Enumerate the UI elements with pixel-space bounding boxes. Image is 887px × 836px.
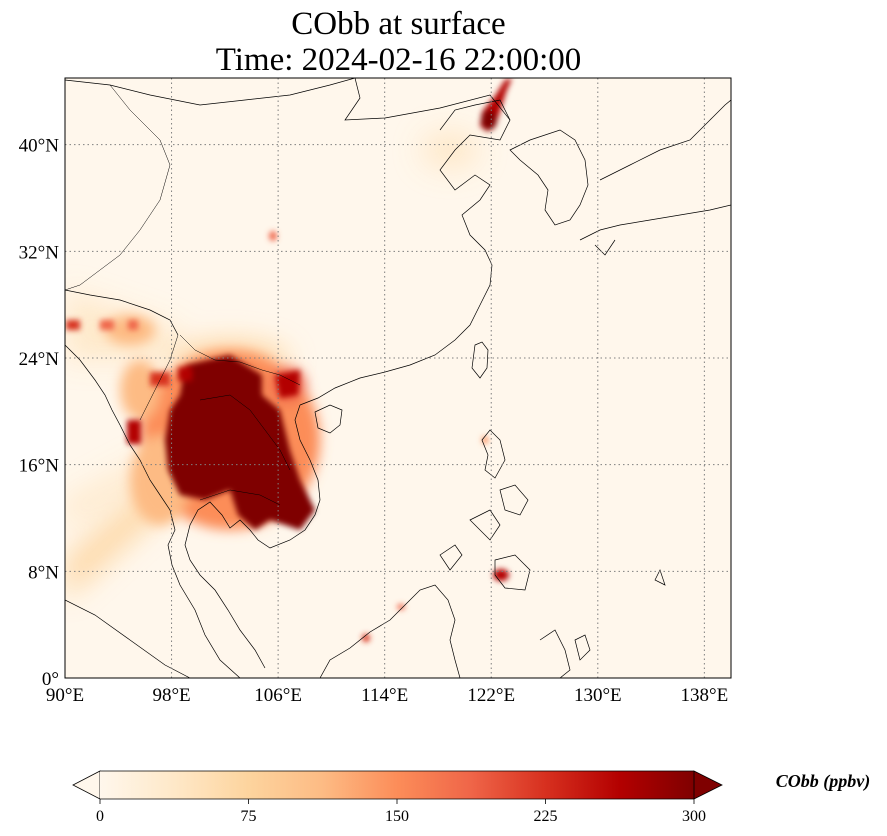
longitude-tick-label: 90°E [46,685,84,706]
longitude-tick-label: 98°E [152,685,190,706]
latitude-tick-label: 16°N [19,456,60,477]
latitude-tick-label: 32°N [19,242,60,263]
colorbar-extend-min [72,770,101,800]
colorbar-tick-label: 150 [385,808,409,825]
colorbar-title: CObb (ppbv) [776,771,870,792]
longitude-tick-labels: 90°E 98°E 106°E 114°E 122°E 130°E 138°E [46,685,728,706]
concentration-field [65,78,512,642]
colorbar-tick-label: 225 [534,808,558,825]
latitude-tick-label: 40°N [19,136,60,157]
colorbar-extend-max [693,770,723,800]
longitude-tick-label: 130°E [574,685,622,706]
latitude-tick-label: 24°N [19,349,60,370]
colorbar-tick-label: 75 [241,808,257,825]
map-title-line-1: CObb at surface [291,6,506,42]
colorbar: 0 75 150 225 300 CObb (ppbv) [72,770,870,825]
colorbar-tick-label: 300 [682,808,706,825]
gridlines [65,78,731,678]
colorbar-ticks: 0 75 150 225 300 [96,799,706,825]
longitude-tick-label: 122°E [467,685,515,706]
latitude-tick-labels: 0° 8°N 16°N 24°N 32°N 40°N [19,136,60,690]
longitude-tick-label: 138°E [681,685,729,706]
colorbar-gradient [100,771,694,799]
map-title-line-2: Time: 2024-02-16 22:00:00 [215,42,582,78]
latitude-tick-label: 0° [42,669,59,690]
coastlines [65,78,731,678]
longitude-tick-label: 106°E [254,685,302,706]
colorbar-tick-label: 0 [96,808,104,825]
map-frame [64,77,732,679]
latitude-tick-label: 8°N [28,562,59,583]
longitude-tick-label: 114°E [361,685,408,706]
